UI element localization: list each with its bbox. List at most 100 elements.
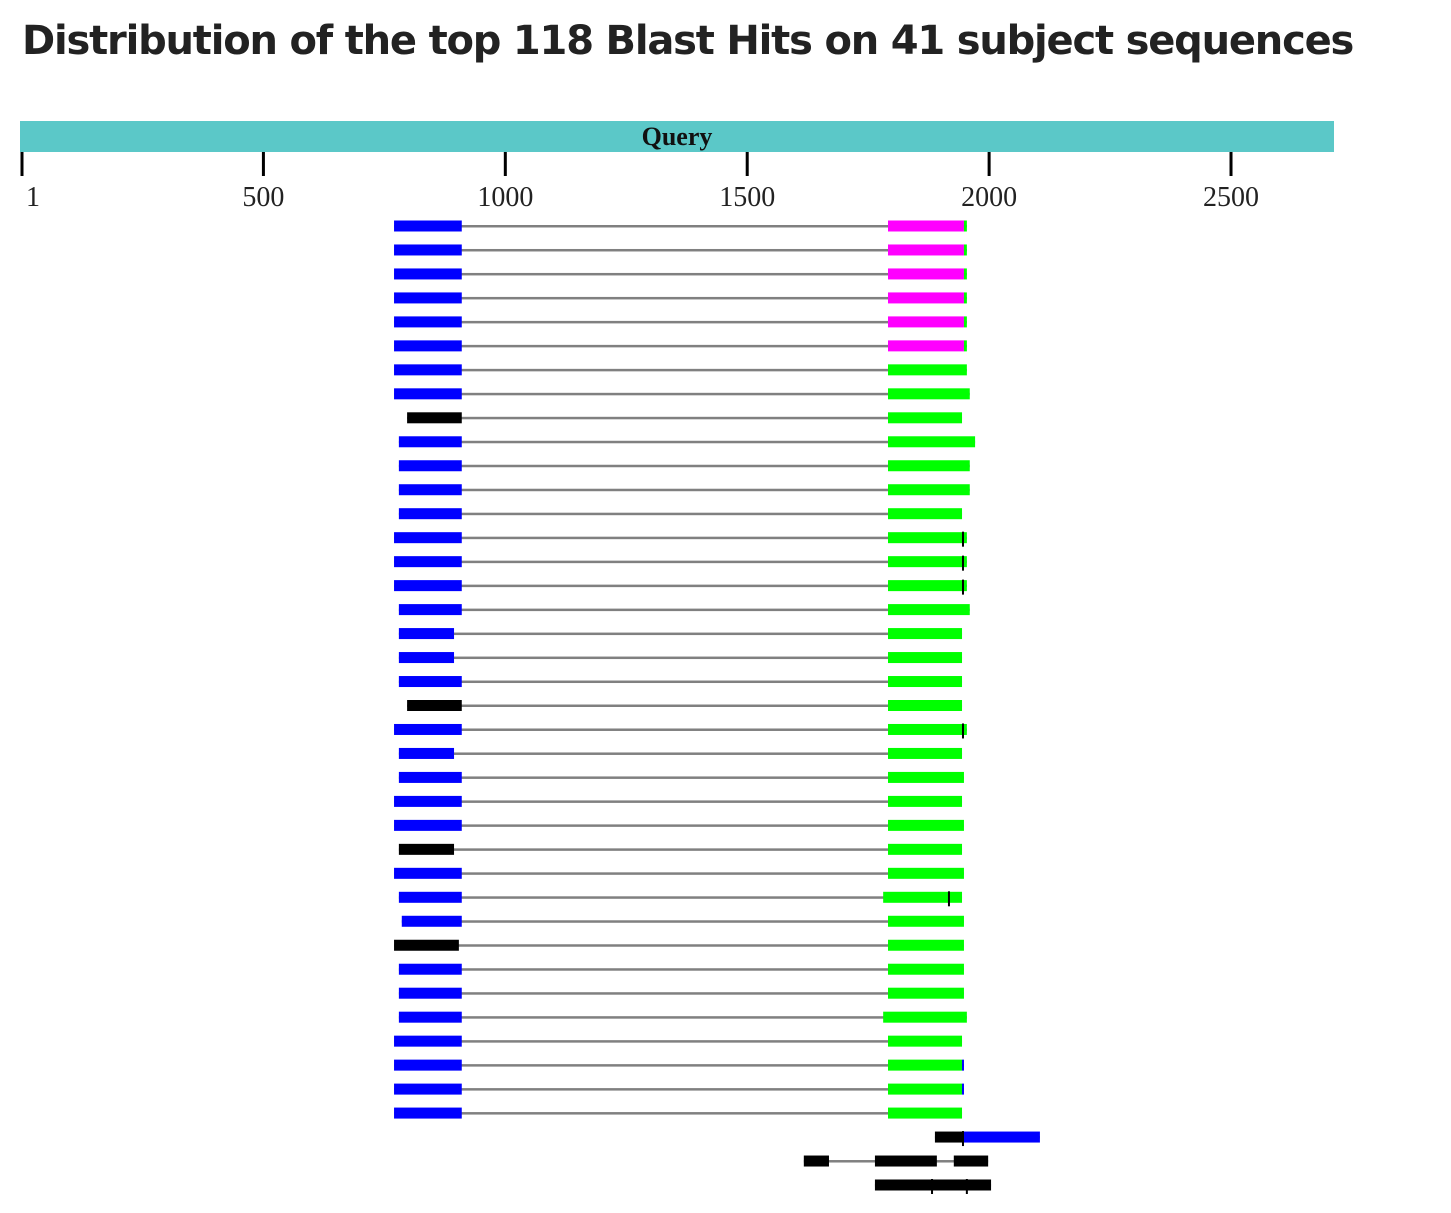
hsp-segment-green[interactable] [888,676,963,688]
hit-row[interactable] [394,1035,963,1047]
hit-row[interactable] [398,747,963,759]
hsp-segment-blue[interactable] [398,771,462,783]
hsp-segment-blue[interactable] [394,532,462,544]
hsp-segment-green[interactable] [888,795,963,807]
hit-row[interactable] [398,963,964,975]
hsp-segment-blue[interactable] [394,723,462,735]
hsp-segment-black[interactable] [398,843,455,855]
hsp-segment-black[interactable] [803,1155,829,1167]
hit-row[interactable] [398,676,963,688]
hit-row[interactable] [394,220,967,232]
hsp-segment-green[interactable] [888,843,963,855]
hsp-segment-green[interactable] [888,460,970,472]
hit-row[interactable] [398,987,964,999]
hit-row[interactable] [394,388,970,400]
hsp-segment-magenta[interactable] [888,292,964,304]
hsp-segment-green[interactable] [888,723,967,735]
hsp-segment-blue[interactable] [394,316,462,328]
hit-row[interactable] [394,531,967,547]
hsp-segment-magenta[interactable] [888,316,964,328]
hit-row[interactable] [394,340,967,352]
hit-row[interactable] [398,508,963,520]
hit-row[interactable] [394,579,967,595]
hit-row[interactable] [398,1011,967,1023]
hit-row[interactable] [398,460,970,472]
hit-row[interactable] [407,412,963,424]
hsp-segment-blue[interactable] [962,1083,964,1095]
hsp-segment-blue[interactable] [398,436,462,448]
hsp-segment-green[interactable] [888,580,967,592]
hsp-segment-green[interactable] [888,628,963,640]
hsp-segment-green[interactable] [888,412,963,424]
hsp-segment-black[interactable] [934,1131,963,1143]
hsp-segment-green[interactable] [963,244,967,256]
hsp-segment-blue[interactable] [398,987,462,999]
hsp-segment-green[interactable] [888,556,967,568]
hit-row[interactable] [407,700,963,711]
hsp-segment-green[interactable] [963,292,967,304]
hsp-segment-blue[interactable] [394,867,462,879]
hsp-segment-green[interactable] [888,652,963,664]
hsp-segment-green[interactable] [888,987,964,999]
hsp-segment-green[interactable] [888,939,964,951]
hsp-segment-blue[interactable] [398,628,455,640]
hit-row[interactable] [398,484,970,496]
hit-row[interactable] [394,364,967,376]
hit-row[interactable] [398,771,964,783]
hit-row[interactable] [874,1179,992,1194]
hsp-segment-magenta[interactable] [888,268,964,280]
hit-row[interactable] [398,628,963,640]
hit-row[interactable] [401,915,964,927]
hsp-segment-green[interactable] [888,436,976,448]
hsp-segment-blue[interactable] [398,652,455,664]
hsp-segment-green[interactable] [883,1011,967,1023]
hit-row[interactable] [394,1059,964,1071]
hsp-segment-green[interactable] [888,1059,963,1071]
hit-row[interactable] [398,843,963,855]
hsp-segment-blue[interactable] [398,891,462,903]
hit-row[interactable] [394,268,967,280]
hsp-segment-green[interactable] [963,220,967,232]
hsp-segment-blue[interactable] [398,604,462,616]
hsp-segment-green[interactable] [888,867,964,879]
hit-row[interactable] [394,939,964,951]
hit-row[interactable] [394,819,964,831]
hit-row[interactable] [394,555,967,571]
hsp-segment-green[interactable] [888,1035,963,1047]
hsp-segment-green[interactable] [888,364,967,376]
hsp-segment-blue[interactable] [962,1059,964,1071]
hsp-segment-magenta[interactable] [888,340,964,352]
hsp-segment-green[interactable] [963,268,967,280]
hit-row[interactable] [934,1131,1040,1147]
hsp-segment-blue[interactable] [394,292,462,304]
hsp-segment-green[interactable] [888,604,970,616]
hit-row[interactable] [394,867,964,879]
hit-row[interactable] [398,891,963,907]
hsp-segment-blue[interactable] [394,364,462,376]
hsp-segment-blue[interactable] [394,1083,462,1095]
hsp-segment-blue[interactable] [401,915,462,927]
hsp-segment-blue[interactable] [394,388,462,400]
hsp-segment-magenta[interactable] [888,220,964,232]
hsp-segment-green[interactable] [883,891,963,903]
hit-row[interactable] [394,316,967,328]
hsp-segment-blue[interactable] [398,1011,462,1023]
hsp-segment-green[interactable] [888,1107,963,1119]
hsp-segment-green[interactable] [888,819,964,831]
hsp-segment-black[interactable] [874,1155,937,1167]
hsp-segment-black[interactable] [953,1155,989,1167]
hit-row[interactable] [398,436,976,448]
hsp-segment-blue[interactable] [962,1131,1040,1143]
hsp-segment-blue[interactable] [394,244,462,256]
hsp-segment-green[interactable] [888,1083,963,1095]
hsp-segment-blue[interactable] [394,580,462,592]
hsp-segment-green[interactable] [888,388,970,400]
hsp-segment-green[interactable] [963,316,967,328]
hsp-segment-blue[interactable] [394,795,462,807]
hsp-segment-blue[interactable] [394,1059,462,1071]
hsp-segment-blue[interactable] [398,484,462,496]
hsp-segment-blue[interactable] [394,819,462,831]
hsp-segment-green[interactable] [888,915,964,927]
hsp-segment-green[interactable] [888,508,963,520]
hsp-segment-blue[interactable] [394,220,462,232]
